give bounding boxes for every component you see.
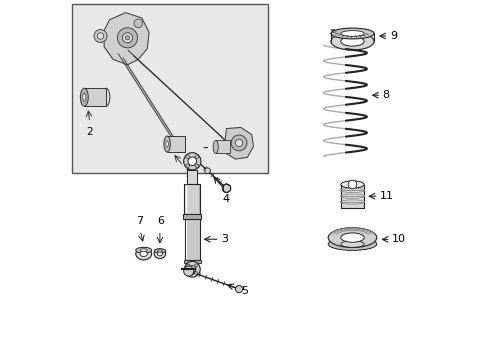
Circle shape — [194, 272, 197, 275]
Polygon shape — [223, 127, 253, 159]
Circle shape — [184, 261, 200, 277]
Text: 1: 1 — [212, 143, 219, 153]
Ellipse shape — [163, 136, 170, 152]
Polygon shape — [128, 50, 232, 147]
Circle shape — [235, 139, 242, 147]
Circle shape — [187, 157, 196, 166]
Ellipse shape — [340, 233, 364, 242]
Ellipse shape — [340, 31, 364, 36]
Ellipse shape — [330, 28, 373, 39]
Text: 4: 4 — [223, 194, 229, 204]
Circle shape — [125, 36, 129, 40]
Circle shape — [185, 164, 189, 168]
Ellipse shape — [340, 241, 364, 247]
Circle shape — [188, 266, 196, 273]
Text: 2: 2 — [185, 169, 191, 179]
Circle shape — [183, 153, 201, 170]
Text: 8: 8 — [382, 90, 389, 100]
Polygon shape — [104, 13, 149, 65]
Text: 7: 7 — [136, 216, 142, 226]
Bar — [340, 185, 364, 208]
Text: 3: 3 — [221, 234, 228, 244]
Ellipse shape — [157, 252, 162, 256]
Bar — [215, 140, 230, 153]
Ellipse shape — [340, 37, 364, 46]
Bar — [84, 88, 106, 106]
Circle shape — [183, 266, 193, 276]
Ellipse shape — [80, 88, 88, 106]
Ellipse shape — [327, 238, 376, 251]
Text: 6: 6 — [157, 216, 164, 226]
Bar — [184, 184, 200, 214]
Ellipse shape — [340, 181, 364, 188]
Ellipse shape — [213, 140, 218, 153]
Ellipse shape — [330, 33, 373, 50]
Polygon shape — [118, 54, 179, 145]
Circle shape — [122, 33, 132, 43]
Text: 5: 5 — [241, 286, 248, 296]
Bar — [167, 136, 185, 152]
Bar — [183, 214, 201, 219]
Circle shape — [195, 164, 198, 168]
Ellipse shape — [157, 250, 162, 252]
Text: 11: 11 — [379, 191, 393, 201]
Circle shape — [186, 272, 189, 275]
Circle shape — [235, 285, 242, 293]
Ellipse shape — [136, 248, 151, 260]
Circle shape — [186, 264, 189, 267]
Circle shape — [195, 155, 198, 158]
Circle shape — [117, 28, 137, 48]
Ellipse shape — [154, 249, 165, 253]
Ellipse shape — [82, 93, 86, 101]
Text: 9: 9 — [389, 31, 396, 41]
Ellipse shape — [140, 249, 147, 252]
Circle shape — [231, 135, 246, 151]
Ellipse shape — [136, 247, 151, 253]
Circle shape — [222, 184, 230, 193]
Circle shape — [185, 155, 189, 158]
Circle shape — [97, 33, 103, 39]
Bar — [187, 170, 197, 184]
Circle shape — [134, 19, 142, 28]
Text: 10: 10 — [390, 234, 405, 244]
Ellipse shape — [327, 228, 376, 248]
Circle shape — [204, 168, 210, 174]
Ellipse shape — [154, 249, 165, 258]
Circle shape — [347, 180, 356, 189]
Ellipse shape — [165, 141, 168, 147]
Bar — [72, 4, 267, 173]
Ellipse shape — [102, 88, 110, 106]
Text: 2: 2 — [86, 127, 93, 137]
Circle shape — [94, 30, 107, 42]
Ellipse shape — [140, 251, 147, 257]
Circle shape — [194, 264, 197, 267]
Bar — [184, 219, 200, 260]
Bar — [183, 260, 200, 263]
